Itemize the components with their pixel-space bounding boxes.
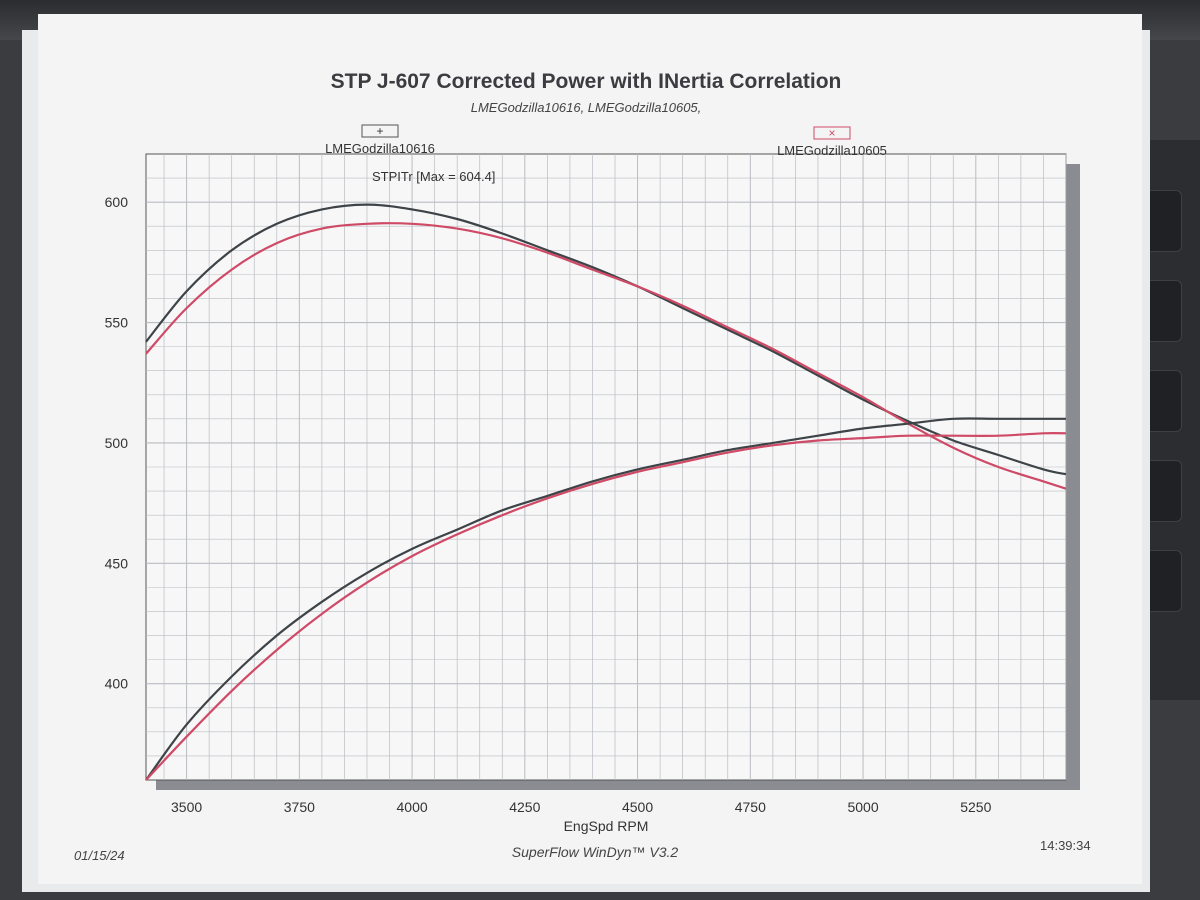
chart-subtitle: LMEGodzilla10616, LMEGodzilla10605, (470, 100, 702, 115)
x-tick-label: 4750 (735, 799, 766, 815)
legend-label-1: LMEGodzilla10616 (325, 141, 435, 156)
x-tick-label: 4500 (622, 799, 653, 815)
print-time: 14:39:34 (1040, 838, 1091, 853)
x-tick-label: 4250 (509, 799, 540, 815)
x-axis-label: EngSpd RPM (564, 818, 649, 834)
x-tick-label: 5250 (960, 799, 991, 815)
series-line-power-a (145, 417, 1066, 781)
grid (146, 154, 1067, 780)
y-tick-label: 500 (105, 435, 129, 451)
axis-ticks: 3500 3750 4000 4250 4500 4750 5000 5250 400 450 50… (105, 194, 992, 815)
legend-marker-symbol-2: × (828, 126, 835, 140)
series-line-torque-a (145, 203, 1067, 476)
legend-marker-symbol-1: + (376, 124, 383, 138)
legend-entry-1: + LMEGodzilla10616 (325, 124, 435, 156)
x-tick-label: 3750 (284, 799, 315, 815)
max-annotation: STPITr [Max = 604.4] (372, 169, 495, 184)
y-tick-label: 450 (105, 555, 129, 571)
series-lines (145, 203, 1067, 781)
legend-label-2: LMEGodzilla10605 (777, 143, 887, 158)
x-tick-label: 5000 (847, 799, 878, 815)
x-tick-label: 3500 (171, 799, 202, 815)
series-line-power-b (145, 432, 1067, 781)
chart-title: STP J-607 Corrected Power with INertia C… (330, 70, 842, 93)
y-tick-label: 400 (105, 676, 129, 692)
y-tick-label: 600 (105, 194, 129, 210)
print-date: 01/15/24 (74, 848, 125, 863)
software-version: SuperFlow WinDyn™ V3.2 (511, 844, 679, 860)
x-tick-label: 4000 (397, 799, 428, 815)
legend-entry-2: × LMEGodzilla10605 (777, 126, 887, 158)
y-tick-label: 550 (105, 315, 129, 331)
legend-marker-box-2 (813, 126, 851, 140)
legend-marker-box-1 (361, 124, 399, 138)
